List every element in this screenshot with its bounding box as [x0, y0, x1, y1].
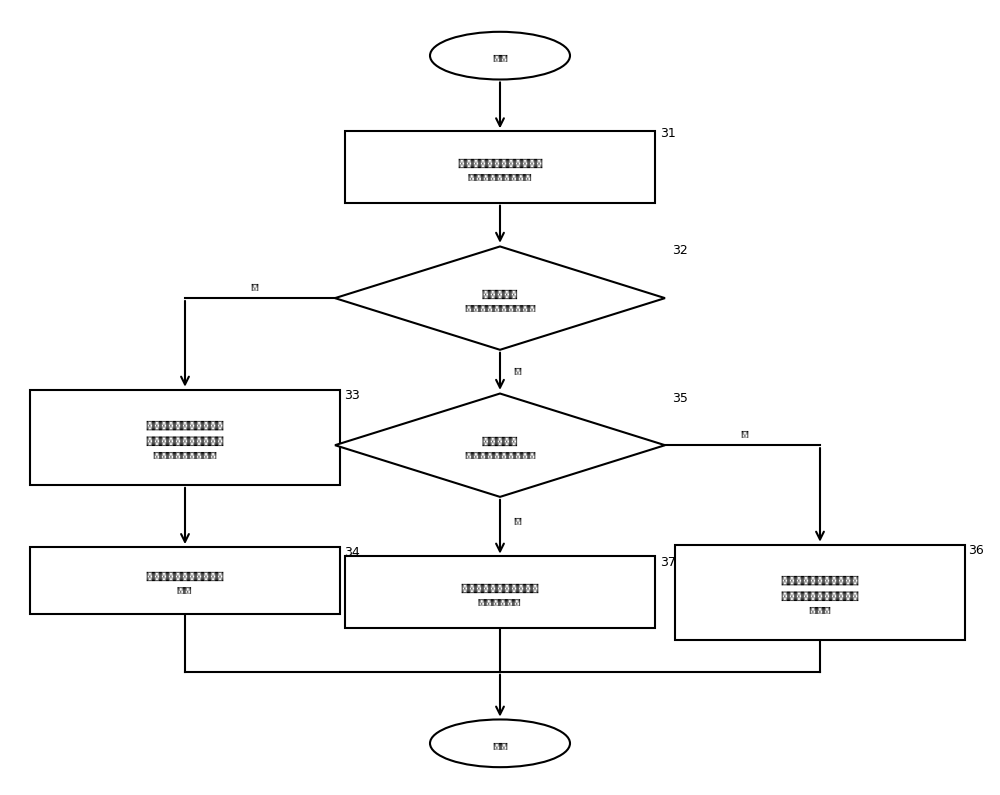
Ellipse shape: [430, 719, 570, 767]
Text: 36: 36: [968, 544, 984, 556]
Text: 31: 31: [660, 127, 676, 140]
Bar: [345, 131, 655, 203]
Text: 37: 37: [660, 556, 676, 569]
Bar: [675, 545, 965, 640]
Text: 34: 34: [344, 546, 360, 559]
Text: 32: 32: [672, 244, 688, 257]
Polygon shape: [335, 246, 665, 350]
Bar: [30, 390, 340, 485]
Bar: [30, 547, 340, 614]
Polygon shape: [335, 394, 665, 497]
Ellipse shape: [430, 32, 570, 80]
Text: 35: 35: [672, 392, 688, 405]
Text: 33: 33: [344, 389, 360, 401]
Bar: [345, 556, 655, 628]
